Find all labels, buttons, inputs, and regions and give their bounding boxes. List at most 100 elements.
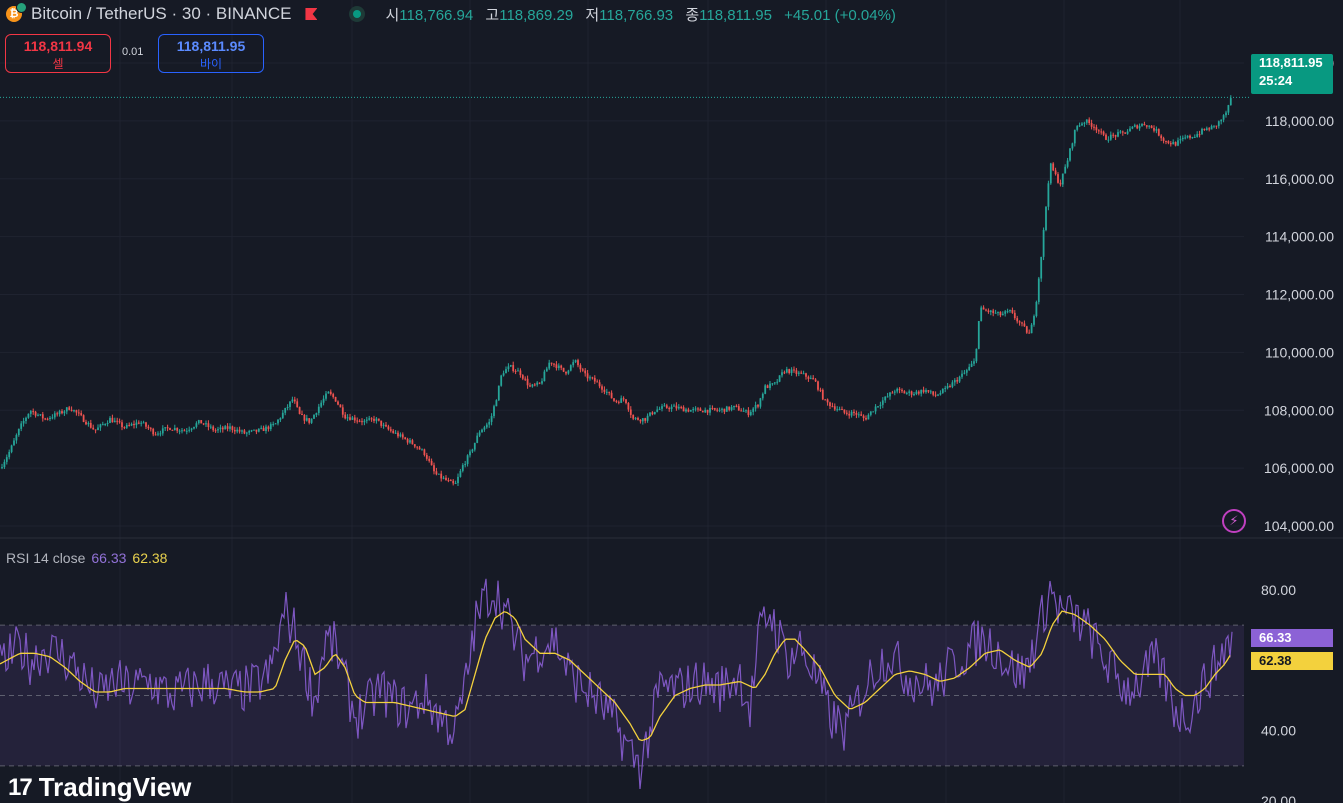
- candle: [534, 384, 536, 385]
- candle: [1184, 137, 1186, 138]
- candle: [841, 409, 843, 410]
- candle: [714, 408, 716, 410]
- candle: [680, 407, 682, 408]
- candle: [400, 434, 402, 436]
- candle: [1002, 314, 1004, 315]
- candle: [383, 425, 385, 426]
- candle: [1189, 136, 1191, 138]
- candle: [272, 424, 274, 425]
- candle: [572, 362, 574, 365]
- candle: [1112, 135, 1114, 136]
- candle: [320, 403, 322, 407]
- candle: [1093, 127, 1095, 128]
- candle: [503, 373, 505, 375]
- candle: [316, 413, 318, 415]
- candle: [248, 431, 250, 433]
- candle: [630, 410, 632, 415]
- candle: [944, 388, 946, 389]
- candle: [920, 390, 922, 394]
- candle: [433, 465, 435, 471]
- candle: [196, 423, 198, 427]
- candle: [352, 417, 354, 419]
- price-tick-label: 110,000.00: [1265, 344, 1334, 360]
- candle: [1026, 326, 1028, 332]
- candle: [184, 430, 186, 431]
- candle: [856, 413, 858, 415]
- candle: [215, 430, 217, 431]
- candle: [1187, 136, 1189, 138]
- buy-price: 118,811.95: [159, 38, 263, 54]
- candle: [596, 381, 598, 382]
- candle: [839, 409, 841, 410]
- symbol-title[interactable]: Bitcoin / TetherUS · 30 · BINANCE: [31, 4, 291, 24]
- candle: [1014, 313, 1016, 318]
- price-tick-label: 116,000.00: [1265, 171, 1334, 187]
- candle: [49, 418, 51, 419]
- candle: [1060, 183, 1062, 185]
- candle: [1074, 130, 1076, 143]
- candle: [97, 428, 99, 431]
- candle: [313, 415, 315, 419]
- candle: [294, 400, 296, 402]
- candle: [848, 414, 850, 416]
- tradingview-logo-text: TradingView: [39, 772, 192, 803]
- candle: [820, 390, 822, 391]
- candle: [308, 418, 310, 423]
- candle: [188, 430, 190, 431]
- candle: [776, 382, 778, 383]
- candle: [1021, 323, 1023, 324]
- sell-button[interactable]: 118,811.94 셀: [5, 34, 111, 73]
- candle: [376, 419, 378, 421]
- buy-button[interactable]: 118,811.95 바이: [158, 34, 264, 73]
- candle: [810, 378, 812, 379]
- rsi-legend[interactable]: RSI 14 close 66.33 62.38: [6, 550, 167, 566]
- flag-icon[interactable]: [305, 8, 317, 20]
- candle: [181, 430, 183, 431]
- candle: [392, 431, 394, 433]
- candle: [757, 405, 759, 407]
- candle: [707, 410, 709, 413]
- candle: [623, 398, 625, 399]
- candle: [726, 407, 728, 412]
- candle: [356, 420, 358, 421]
- candle: [786, 369, 788, 372]
- candle: [649, 412, 651, 415]
- candle: [162, 428, 164, 433]
- ohlc-values: 시118,766.94 고118,869.29 저118,766.93 종118…: [385, 4, 895, 25]
- tradingview-logo[interactable]: 17 TradingView: [8, 772, 191, 803]
- candle: [1158, 129, 1160, 136]
- candle: [632, 415, 634, 419]
- candle: [64, 411, 66, 413]
- candle: [1004, 311, 1006, 313]
- candle: [128, 425, 130, 426]
- candle: [121, 422, 123, 427]
- candle: [1110, 135, 1112, 140]
- market-status-icon[interactable]: [349, 6, 365, 22]
- candle: [858, 414, 860, 415]
- candle: [654, 412, 656, 414]
- price-tick-label: 118,000.00: [1265, 113, 1334, 129]
- candle: [424, 449, 426, 455]
- candle: [1180, 139, 1182, 140]
- price-tick-label: 106,000.00: [1264, 460, 1334, 476]
- candle: [745, 410, 747, 411]
- candle: [880, 405, 882, 406]
- candle: [911, 391, 913, 394]
- candle: [611, 393, 613, 399]
- candle: [332, 394, 334, 397]
- candle: [270, 424, 272, 429]
- candle: [1160, 136, 1162, 139]
- candle: [673, 406, 675, 407]
- lightning-icon[interactable]: ⚡: [1222, 509, 1246, 533]
- candle: [263, 428, 265, 431]
- candle: [203, 423, 205, 424]
- rsi-tick-label: 20.00: [1261, 793, 1296, 803]
- candle: [59, 411, 61, 414]
- candle: [66, 407, 68, 411]
- candle: [750, 412, 752, 415]
- candle: [18, 429, 20, 435]
- candle: [896, 389, 898, 392]
- candle: [71, 410, 73, 411]
- candle: [40, 414, 42, 415]
